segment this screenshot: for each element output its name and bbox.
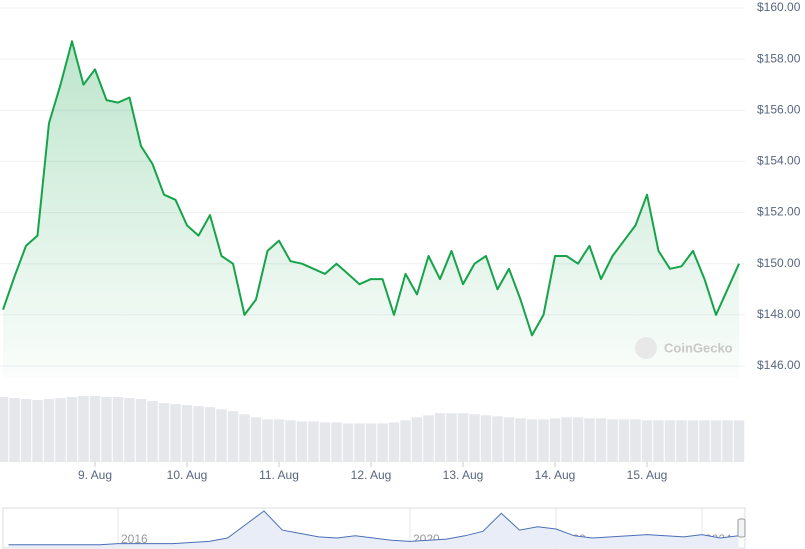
y-tick-label: $148.00 xyxy=(757,307,801,321)
volume-bar xyxy=(469,414,480,462)
volume-bar xyxy=(250,417,262,462)
volume-bar xyxy=(584,418,595,462)
volume-bar xyxy=(446,413,457,462)
volume-bar xyxy=(331,422,342,462)
volume-bar xyxy=(158,403,170,462)
navigator-line xyxy=(8,510,739,546)
volume-bar xyxy=(262,419,273,462)
volume-bar xyxy=(204,407,216,462)
volume-bar xyxy=(354,423,365,462)
volume-bar xyxy=(239,414,250,462)
volume-bar xyxy=(32,400,43,462)
volume-bar xyxy=(515,418,526,462)
volume-bar xyxy=(216,409,227,462)
volume-bar xyxy=(388,422,400,462)
volume-bar xyxy=(503,417,515,462)
volume-bar xyxy=(411,417,423,462)
volume-bar xyxy=(549,418,561,462)
volume-bar xyxy=(607,419,618,462)
volume-bar xyxy=(457,413,469,462)
price-line xyxy=(2,40,740,337)
volume-bar xyxy=(434,413,446,462)
watermark-text: CoinGecko xyxy=(664,340,733,355)
volume-bar xyxy=(710,420,722,462)
volume-bar xyxy=(595,418,607,462)
y-tick-label: $146.00 xyxy=(757,358,801,372)
navigator-handle[interactable] xyxy=(737,518,746,538)
y-tick-label: $160.00 xyxy=(757,0,801,14)
volume-bar xyxy=(377,423,388,462)
x-tick-label: 9. Aug xyxy=(78,468,112,482)
volume-bar xyxy=(170,404,181,462)
volume-bar xyxy=(572,417,584,462)
volume-bar xyxy=(273,419,285,462)
volume-bar xyxy=(641,420,653,462)
volume-bar xyxy=(664,420,676,462)
volume-bar xyxy=(400,420,411,462)
volume-bar xyxy=(423,415,434,462)
volume-bar xyxy=(365,423,377,462)
volume-bar xyxy=(676,420,687,462)
volume-bar xyxy=(630,419,641,462)
volume-bar xyxy=(687,420,699,462)
volume-bar xyxy=(227,411,239,462)
volume-bar xyxy=(78,396,89,462)
price-area xyxy=(3,41,739,378)
x-tick-label: 14. Aug xyxy=(535,468,576,482)
x-tick-label: 11. Aug xyxy=(259,468,299,482)
volume-bar xyxy=(722,420,733,462)
volume-bar xyxy=(319,422,331,462)
volume-bar xyxy=(492,416,503,462)
volume-bar xyxy=(342,423,354,462)
volume-bar xyxy=(480,415,492,462)
volume-bar xyxy=(561,417,572,462)
volume-bar xyxy=(296,421,308,462)
x-tick-label: 12. Aug xyxy=(351,468,392,482)
volume-bar xyxy=(308,421,319,462)
volume-bar xyxy=(193,406,204,462)
volume-bar xyxy=(699,420,710,462)
navigator-year: 2016 xyxy=(121,532,148,546)
volume-bar xyxy=(285,420,296,462)
volume-bar xyxy=(538,419,549,462)
navigator-area xyxy=(8,511,739,547)
y-tick-label: $152.00 xyxy=(757,205,801,219)
y-tick-label: $150.00 xyxy=(757,256,801,270)
volume-bar xyxy=(89,396,101,462)
volume-bar xyxy=(618,419,630,462)
volume-bar xyxy=(66,397,78,462)
watermark: CoinGecko xyxy=(635,337,733,359)
y-tick-label: $158.00 xyxy=(757,51,801,65)
volume-bar xyxy=(526,419,538,462)
y-tick-label: $156.00 xyxy=(757,102,801,116)
volume-bar xyxy=(55,398,66,462)
volume-bar xyxy=(147,401,158,462)
y-tick-label: $154.00 xyxy=(757,154,801,168)
volume-bar xyxy=(124,398,135,462)
volume-bar xyxy=(181,405,193,462)
volume-bar xyxy=(43,399,55,462)
volume-bar xyxy=(733,420,745,462)
volume-bar xyxy=(20,399,32,462)
x-tick-label: 15. Aug xyxy=(627,468,668,482)
volume-bar xyxy=(135,399,147,462)
volume-bar xyxy=(0,397,9,462)
x-tick-label: 10. Aug xyxy=(167,468,208,482)
volume-bar xyxy=(101,397,112,462)
volume-bar xyxy=(112,397,124,462)
volume-bar xyxy=(653,420,664,462)
x-tick-label: 13. Aug xyxy=(443,468,484,482)
volume-bar xyxy=(9,398,20,462)
